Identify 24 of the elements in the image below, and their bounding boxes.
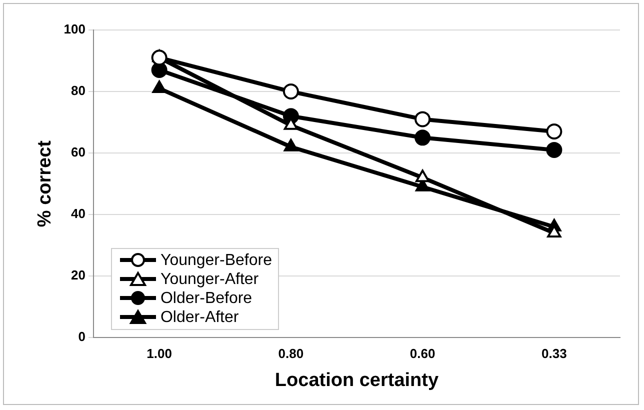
legend-label: Younger-Before <box>160 250 272 270</box>
x-axis-title: Location certainty <box>274 370 439 391</box>
point <box>546 124 562 140</box>
x-tick-label: 1.00 <box>146 346 172 361</box>
x-tick-label: 0.80 <box>278 346 304 361</box>
y-tick-label: 40 <box>71 206 86 222</box>
x-tick-label: 0.60 <box>410 346 436 361</box>
point <box>282 84 299 100</box>
y-tick-label: 0 <box>78 329 86 344</box>
y-axis-title: % correct <box>34 140 56 228</box>
x-tick-label: 0.33 <box>542 346 567 361</box>
y-tick-label: 60 <box>71 144 86 160</box>
y-tick-label: 100 <box>64 22 86 37</box>
point <box>415 170 430 182</box>
y-tick-label: 20 <box>71 268 86 283</box>
y-tick-label: 80 <box>71 83 86 98</box>
legend-label: Older-After <box>160 308 239 327</box>
legend-label: Younger-After <box>160 270 259 289</box>
legend-label: Older-Before <box>160 288 252 308</box>
point <box>546 142 562 158</box>
point <box>414 111 431 128</box>
point <box>284 138 298 152</box>
point <box>414 130 431 146</box>
point <box>151 50 168 66</box>
